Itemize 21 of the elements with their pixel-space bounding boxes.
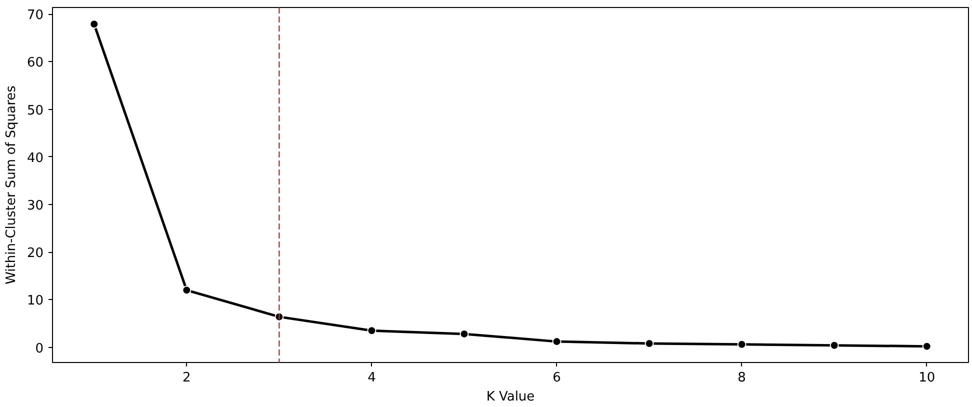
y-tick-label: 50	[26, 103, 44, 118]
y-axis-title: Within-Cluster Sum of Squares	[4, 85, 19, 284]
x-tick-label: 10	[918, 370, 936, 386]
y-tick-label: 70	[26, 8, 44, 24]
y-tick-label: 0	[35, 341, 44, 356]
y-tick-label: 60	[26, 56, 44, 71]
point	[830, 340, 839, 350]
point	[922, 342, 932, 351]
y-tick-label: 10	[26, 294, 44, 309]
x-tick-label: 2	[182, 370, 191, 386]
y-tick-label: 40	[26, 150, 44, 166]
point	[737, 340, 746, 349]
x-tick-label: 4	[368, 370, 376, 386]
x-axis-title: K Value	[486, 390, 535, 404]
y-tick-label: 20	[26, 246, 44, 262]
y-tick-label: 30	[26, 198, 44, 214]
point	[182, 286, 192, 295]
x-tick-label: 8	[738, 370, 746, 386]
point	[367, 326, 376, 336]
x-tick-label: 6	[552, 370, 561, 386]
point	[90, 20, 99, 29]
